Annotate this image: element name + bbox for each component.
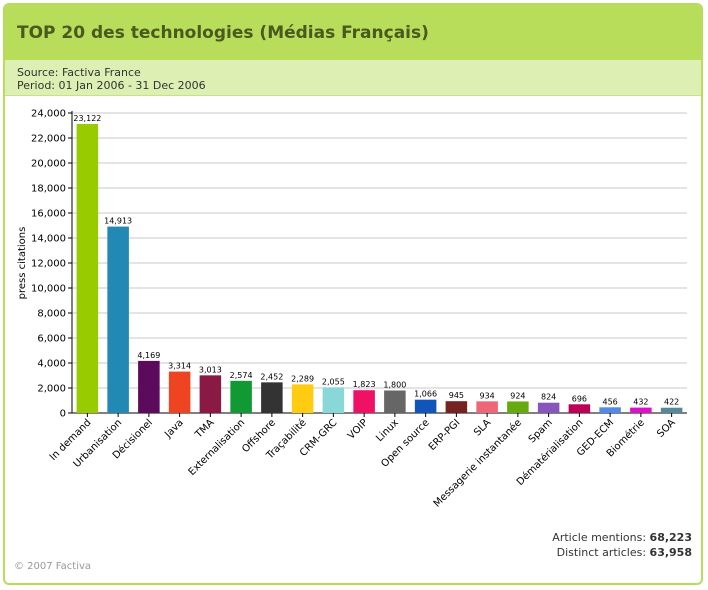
bar xyxy=(76,123,99,413)
x-tick-label: SOA xyxy=(655,417,678,440)
y-tick-label: 4,000 xyxy=(37,359,66,370)
bar xyxy=(322,387,345,413)
article-mentions-label: Article mentions: xyxy=(552,531,647,544)
data-label: 4,169 xyxy=(137,351,160,360)
data-label: 422 xyxy=(664,398,679,407)
bar xyxy=(568,404,591,413)
y-tick-label: 22,000 xyxy=(31,134,66,145)
distinct-articles-value: 63,958 xyxy=(649,546,692,559)
x-tick-label: TMA xyxy=(193,417,217,441)
article-mentions: Article mentions: 68,223 xyxy=(552,531,692,544)
data-label: 1,066 xyxy=(414,390,437,399)
y-tick-label: 20,000 xyxy=(31,159,66,170)
bar xyxy=(199,375,222,413)
y-tick-label: 6,000 xyxy=(37,334,66,345)
x-tick-label: SLA xyxy=(472,417,493,438)
bar xyxy=(138,360,160,413)
bar xyxy=(445,401,468,413)
bar xyxy=(537,402,560,413)
bar xyxy=(630,407,652,413)
copyright-text: © 2007 Factiva xyxy=(14,561,92,572)
y-tick-label: 0 xyxy=(60,409,66,420)
y-axis-title: press citations xyxy=(17,227,28,300)
bar xyxy=(414,399,437,413)
y-tick-label: 12,000 xyxy=(31,259,66,270)
data-label: 14,913 xyxy=(104,217,132,226)
data-label: 3,013 xyxy=(199,365,222,374)
data-label: 824 xyxy=(541,393,556,402)
data-label: 696 xyxy=(572,394,587,403)
bar xyxy=(384,390,406,413)
bar xyxy=(353,390,375,413)
distinct-articles-label: Distinct articles: xyxy=(556,546,647,559)
x-tick-label: Java xyxy=(162,417,185,440)
bar xyxy=(230,380,252,413)
y-tick-label: 2,000 xyxy=(37,384,66,395)
bar xyxy=(660,407,683,413)
x-tick-label: VOIP xyxy=(346,417,370,441)
x-tick-label: Linux xyxy=(374,417,401,444)
data-label: 2,574 xyxy=(230,371,253,380)
data-label: 1,823 xyxy=(353,380,376,389)
article-mentions-value: 68,223 xyxy=(649,531,692,544)
bar xyxy=(599,407,621,413)
data-label: 2,289 xyxy=(291,374,314,383)
data-label: 2,055 xyxy=(322,377,345,386)
x-tick-label: Externalisation xyxy=(187,417,248,478)
y-tick-label: 16,000 xyxy=(31,209,66,220)
source-text: Source: Factiva France xyxy=(17,66,141,79)
x-tick-label: Spam xyxy=(527,417,555,445)
y-tick-label: 10,000 xyxy=(31,284,66,295)
bar xyxy=(168,371,191,413)
bar xyxy=(261,382,283,413)
data-label: 23,122 xyxy=(73,114,101,123)
data-label: 1,800 xyxy=(383,381,406,390)
data-label: 924 xyxy=(510,391,525,400)
x-tick-label: ERP-PGI xyxy=(427,417,463,453)
y-tick-label: 18,000 xyxy=(31,184,66,195)
data-label: 432 xyxy=(633,398,648,407)
distinct-articles: Distinct articles: 63,958 xyxy=(557,546,692,559)
source-band: Source: Factiva France Period: 01 Jan 20… xyxy=(5,60,701,96)
period-text: Period: 01 Jan 2006 - 31 Dec 2006 xyxy=(17,79,206,92)
bar xyxy=(107,226,129,413)
y-tick-label: 8,000 xyxy=(37,309,66,320)
data-label: 2,452 xyxy=(260,372,283,381)
data-label: 945 xyxy=(449,391,464,400)
data-label: 3,314 xyxy=(168,362,191,371)
data-label: 934 xyxy=(479,391,494,400)
chart-title: TOP 20 des technologies (Médias Français… xyxy=(17,23,429,43)
y-tick-label: 14,000 xyxy=(31,234,66,245)
y-tick-label: 24,000 xyxy=(31,109,66,120)
data-label: 456 xyxy=(602,397,617,406)
bar xyxy=(507,401,529,413)
bar xyxy=(291,384,314,413)
title-bar: TOP 20 des technologies (Médias Français… xyxy=(5,5,701,60)
bar xyxy=(476,401,498,413)
